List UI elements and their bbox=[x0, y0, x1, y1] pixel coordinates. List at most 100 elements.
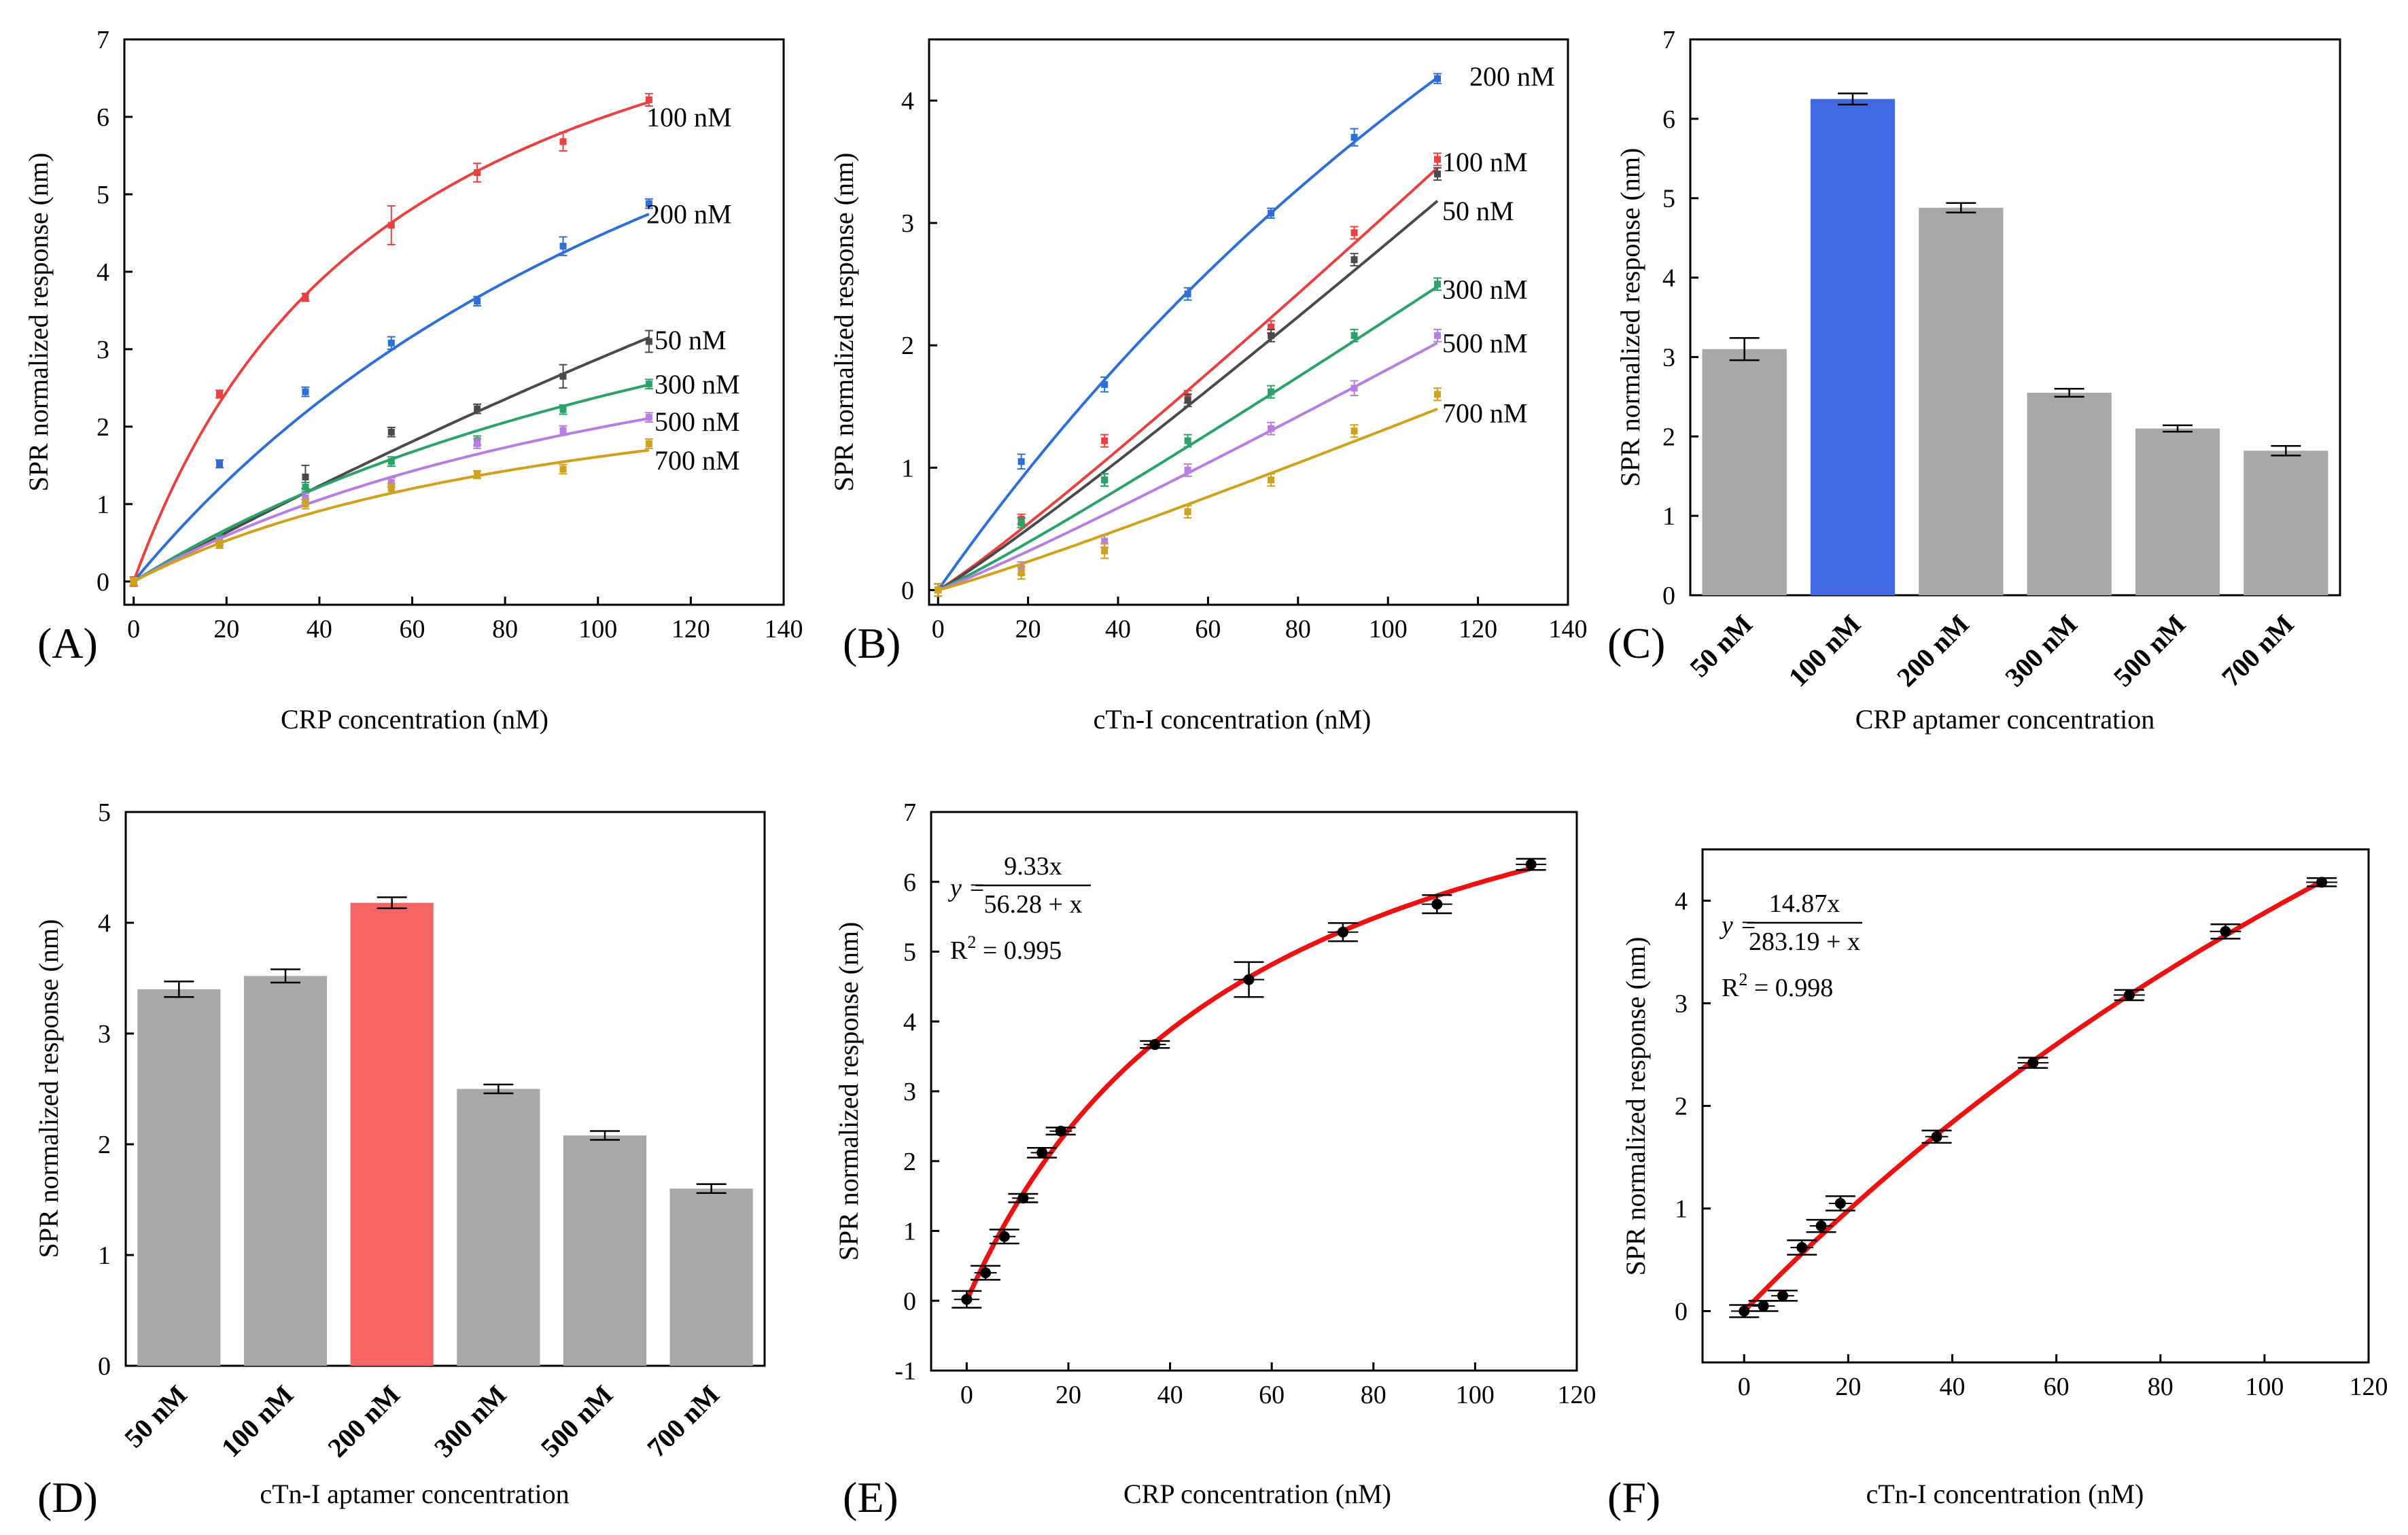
data-point bbox=[1017, 519, 1025, 527]
x-tick-label: 0 bbox=[1738, 1373, 1751, 1401]
y-axis-label: SPR normalized response (nm) bbox=[33, 919, 64, 1258]
x-tick-label: 60 bbox=[1195, 615, 1221, 643]
data-point bbox=[1184, 397, 1191, 404]
category-label: 200 nM bbox=[1891, 609, 1975, 693]
x-tick-label: 40 bbox=[1940, 1373, 1966, 1401]
y-tick-label: 0 bbox=[98, 1352, 111, 1381]
y-tick-label: 4 bbox=[97, 258, 109, 287]
chart-panel-a: 0 1 2 3 4 5 6 7 0 20 40 60 80 100 120 140 CRP concentrat… bbox=[23, 26, 803, 735]
r-squared-value: = 0.998 bbox=[1747, 974, 1833, 1002]
r-squared-sup: 2 bbox=[1739, 970, 1747, 989]
bar bbox=[137, 989, 221, 1366]
series-700-nm: 700 nM bbox=[934, 387, 1528, 597]
equation-denominator: 283.19 + x bbox=[1749, 928, 1860, 956]
data-point bbox=[1268, 425, 1275, 432]
category-label: 50 nM bbox=[118, 1379, 193, 1454]
bar bbox=[243, 976, 328, 1366]
category-label: 500 nM bbox=[535, 1379, 619, 1464]
data-point bbox=[1055, 1125, 1066, 1137]
plot-frame bbox=[928, 38, 1569, 606]
panel-label: (E) bbox=[843, 1473, 898, 1521]
data-point bbox=[2027, 1057, 2039, 1069]
series-100-nm: 100 nM bbox=[129, 92, 732, 587]
data-point bbox=[998, 1231, 1010, 1242]
category-label: 500 nM bbox=[2108, 609, 2192, 693]
x-tick-label: 0 bbox=[960, 1381, 973, 1409]
x-tick-label: 20 bbox=[1835, 1373, 1861, 1401]
y-tick-label: 5 bbox=[97, 181, 109, 209]
data-point bbox=[1184, 437, 1191, 444]
data-point bbox=[1350, 427, 1358, 435]
r-squared: R2 = 0.995 bbox=[950, 932, 1062, 965]
data-point bbox=[1434, 391, 1442, 398]
y-tick-label: 2 bbox=[97, 413, 109, 442]
y-tick-label: 6 bbox=[903, 868, 916, 897]
data-point bbox=[130, 578, 137, 585]
r-squared-sup: 2 bbox=[967, 932, 976, 952]
data-point bbox=[1149, 1039, 1161, 1051]
fit-equation: y = 14.87x 283.19 + x R2 = 0.998 bbox=[1719, 889, 1862, 1002]
data-point bbox=[302, 388, 309, 395]
data-point bbox=[1739, 1305, 1750, 1317]
x-tick-label: 20 bbox=[213, 615, 239, 643]
y-tick-label: 0 bbox=[1662, 582, 1675, 610]
data-point bbox=[1268, 476, 1275, 484]
data-point bbox=[1017, 569, 1025, 577]
y-tick-label: 1 bbox=[1675, 1195, 1688, 1224]
data-point bbox=[302, 483, 309, 491]
data-point bbox=[387, 222, 395, 229]
x-tick-label: 20 bbox=[1055, 1381, 1081, 1409]
series-200-nm: 200 nM bbox=[129, 198, 732, 586]
y-tick-label: 1 bbox=[1662, 502, 1675, 531]
data-point bbox=[302, 494, 309, 501]
data-point bbox=[559, 243, 567, 250]
data-point bbox=[645, 381, 652, 388]
category-label: 50 nM bbox=[1683, 609, 1758, 684]
data-point bbox=[1184, 508, 1191, 516]
bar bbox=[2027, 393, 2112, 595]
data-point bbox=[387, 428, 395, 436]
data-point bbox=[1337, 926, 1348, 938]
x-tick-label: 60 bbox=[1259, 1381, 1285, 1409]
category-label: 700 nM bbox=[2216, 609, 2300, 693]
fit-line bbox=[937, 166, 1439, 592]
r-squared-prefix: R bbox=[950, 936, 968, 965]
series-500-nm: 500 nM bbox=[129, 406, 740, 586]
x-tick-label: 140 bbox=[1549, 615, 1588, 643]
y-tick-label: 0 bbox=[903, 1287, 916, 1316]
y-tick-label: 2 bbox=[903, 1148, 916, 1176]
y-tick-label: 0 bbox=[901, 576, 914, 605]
data-point bbox=[559, 372, 567, 380]
bar bbox=[2244, 451, 2328, 595]
x-tick-label: 40 bbox=[1157, 1381, 1183, 1409]
x-tick-label: 140 bbox=[765, 615, 803, 643]
data-point bbox=[645, 338, 652, 345]
data-point bbox=[1815, 1220, 1827, 1232]
data-point bbox=[1184, 466, 1191, 474]
category-label: 300 nM bbox=[1999, 609, 2083, 693]
plot-frame bbox=[124, 811, 766, 1367]
category-label: 100 nM bbox=[215, 1379, 300, 1464]
x-tick-label: 40 bbox=[307, 615, 332, 643]
series-label: 700 nM bbox=[1442, 398, 1528, 428]
y-tick-label: 2 bbox=[98, 1131, 111, 1159]
y-tick-label: 2 bbox=[1662, 423, 1675, 451]
data-point bbox=[1184, 290, 1191, 298]
r-squared-prefix: R bbox=[1722, 974, 1739, 1002]
y-tick-label: 6 bbox=[1662, 105, 1675, 134]
y-tick-label: 5 bbox=[903, 938, 916, 967]
chart-panel-d: 0 1 2 3 4 5 cTn-I aptamer concentration SPR nor… bbox=[33, 798, 766, 1521]
bar bbox=[563, 1135, 647, 1366]
y-axis-label: SPR normalized response (nm) bbox=[833, 922, 864, 1261]
data-point bbox=[1101, 476, 1109, 484]
y-tick-label: -1 bbox=[894, 1357, 916, 1386]
data-point bbox=[474, 298, 481, 305]
fit-line bbox=[133, 213, 650, 583]
x-tick-label: 80 bbox=[2148, 1373, 2174, 1401]
data-point bbox=[559, 138, 567, 145]
data-point bbox=[1350, 134, 1358, 141]
x-tick-label: 120 bbox=[1459, 615, 1497, 643]
y-tick-label: 3 bbox=[903, 1078, 916, 1106]
data-point bbox=[1101, 537, 1109, 545]
